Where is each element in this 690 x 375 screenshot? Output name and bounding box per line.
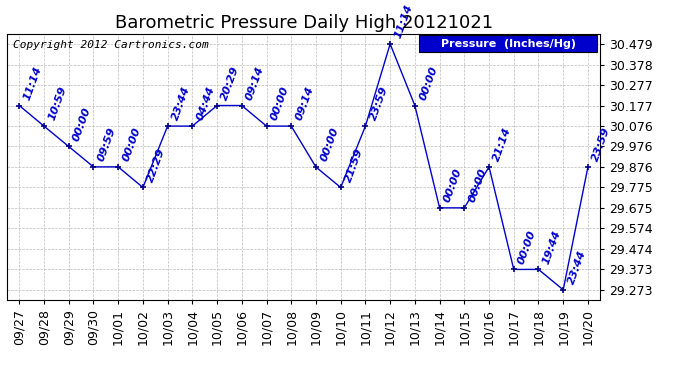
Text: 21:59: 21:59	[344, 147, 365, 183]
Text: 09:59: 09:59	[96, 126, 118, 163]
Text: 23:59: 23:59	[368, 85, 390, 122]
Title: Barometric Pressure Daily High 20121021: Barometric Pressure Daily High 20121021	[115, 14, 493, 32]
Text: 23:44: 23:44	[566, 249, 587, 286]
Text: 09:14: 09:14	[294, 85, 315, 122]
Text: 20:29: 20:29	[220, 64, 242, 101]
Text: 21:14: 21:14	[492, 126, 513, 163]
Text: 23:59: 23:59	[591, 126, 612, 163]
Text: 04:44: 04:44	[195, 85, 217, 122]
Text: 00:00: 00:00	[442, 167, 464, 204]
Text: 00:00: 00:00	[417, 64, 439, 101]
Text: Copyright 2012 Cartronics.com: Copyright 2012 Cartronics.com	[13, 40, 208, 50]
Text: 11:14: 11:14	[393, 3, 415, 40]
Text: 11:14: 11:14	[22, 64, 43, 101]
Text: 00:00: 00:00	[269, 85, 290, 122]
Text: 00:00: 00:00	[467, 167, 489, 204]
Text: 09:14: 09:14	[244, 64, 266, 101]
FancyBboxPatch shape	[420, 35, 598, 52]
Text: 00:00: 00:00	[121, 126, 142, 163]
Text: 00:00: 00:00	[319, 126, 340, 163]
Text: 00:00: 00:00	[72, 105, 93, 142]
Text: 23:44: 23:44	[170, 85, 192, 122]
Text: 00:00: 00:00	[517, 228, 538, 265]
Text: 22:29: 22:29	[146, 147, 167, 183]
Text: 19:44: 19:44	[541, 228, 563, 265]
Text: 10:59: 10:59	[47, 85, 68, 122]
Text: Pressure  (Inches/Hg): Pressure (Inches/Hg)	[441, 39, 576, 49]
